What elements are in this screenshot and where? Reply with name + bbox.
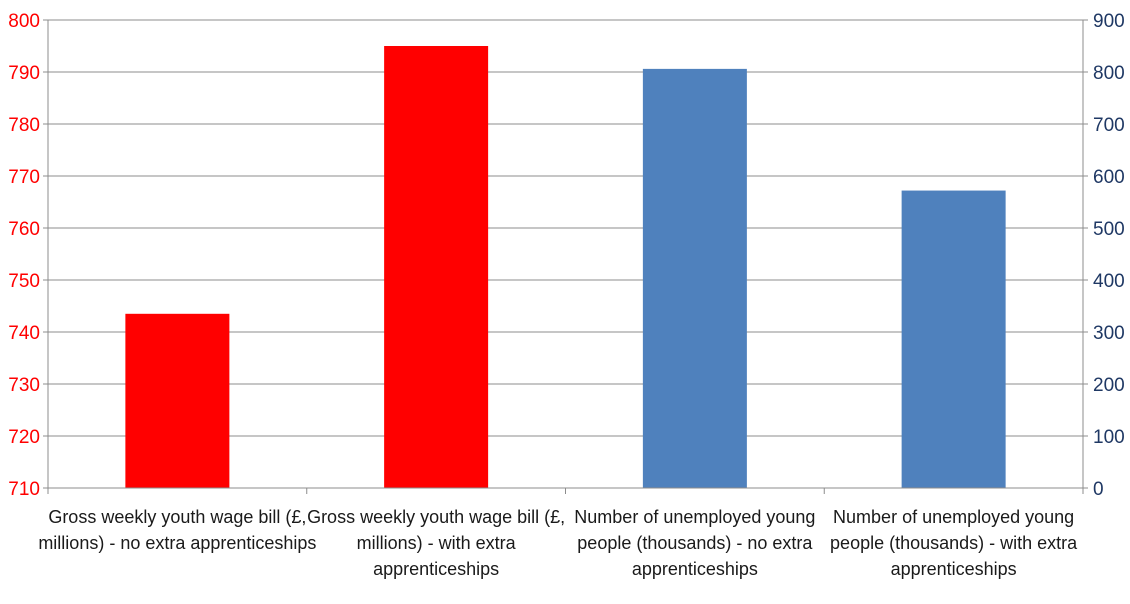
category-label: Gross weekly youth wage bill (£, millions… — [307, 507, 565, 579]
left-axis-tick-labels: 710 720 730 740 750 760 770 780 790 800 — [8, 11, 40, 500]
category-label-line: Gross weekly youth wage bill (£, — [307, 507, 565, 527]
right-tick-label: 600 — [1093, 167, 1125, 188]
category-label-line: Number of unemployed young — [574, 507, 815, 527]
category-label-line: people (thousands) - no extra — [577, 533, 813, 553]
left-tick-label: 720 — [8, 427, 40, 448]
left-tick-label: 770 — [8, 167, 40, 188]
bar — [125, 313, 230, 488]
category-label: Number of unemployed young people (thousa… — [574, 507, 815, 579]
right-tick-label: 700 — [1093, 115, 1125, 136]
bar — [901, 190, 1006, 488]
left-tick-label: 800 — [8, 11, 40, 32]
category-label: Gross weekly youth wage bill (£, millions… — [38, 507, 316, 553]
right-tick-label: 200 — [1093, 375, 1125, 396]
left-tick-label: 760 — [8, 219, 40, 240]
category-label-line: millions) - no extra apprenticeships — [38, 533, 316, 553]
bar — [642, 68, 747, 488]
right-axis-tick-labels: 0 100 200 300 400 500 600 700 800 900 — [1093, 11, 1125, 500]
right-tick-label: 400 — [1093, 271, 1125, 292]
category-label-line: people (thousands) - with extra — [830, 533, 1078, 553]
category-labels: Gross weekly youth wage bill (£, millions… — [38, 507, 1078, 579]
category-label-line: apprenticeships — [632, 559, 758, 579]
left-tick-label: 710 — [8, 479, 40, 500]
left-tick-label: 750 — [8, 271, 40, 292]
bar — [384, 46, 489, 488]
left-tick-label: 740 — [8, 323, 40, 344]
category-label-line: Gross weekly youth wage bill (£, — [48, 507, 306, 527]
left-tick-label: 730 — [8, 375, 40, 396]
right-tick-label: 500 — [1093, 219, 1125, 240]
right-tick-label: 300 — [1093, 323, 1125, 344]
right-tick-label: 100 — [1093, 427, 1125, 448]
bars — [125, 46, 1006, 488]
right-tick-label: 900 — [1093, 11, 1125, 32]
right-tick-label: 0 — [1093, 479, 1104, 500]
category-label-line: millions) - with extra — [357, 533, 517, 553]
category-label-line: apprenticeships — [373, 559, 499, 579]
left-tick-label: 790 — [8, 63, 40, 84]
axes — [43, 19, 1088, 494]
left-tick-label: 780 — [8, 115, 40, 136]
right-tick-label: 800 — [1093, 63, 1125, 84]
category-label: Number of unemployed young people (thousa… — [830, 507, 1078, 579]
category-label-line: Number of unemployed young — [833, 507, 1074, 527]
category-label-line: apprenticeships — [891, 559, 1017, 579]
